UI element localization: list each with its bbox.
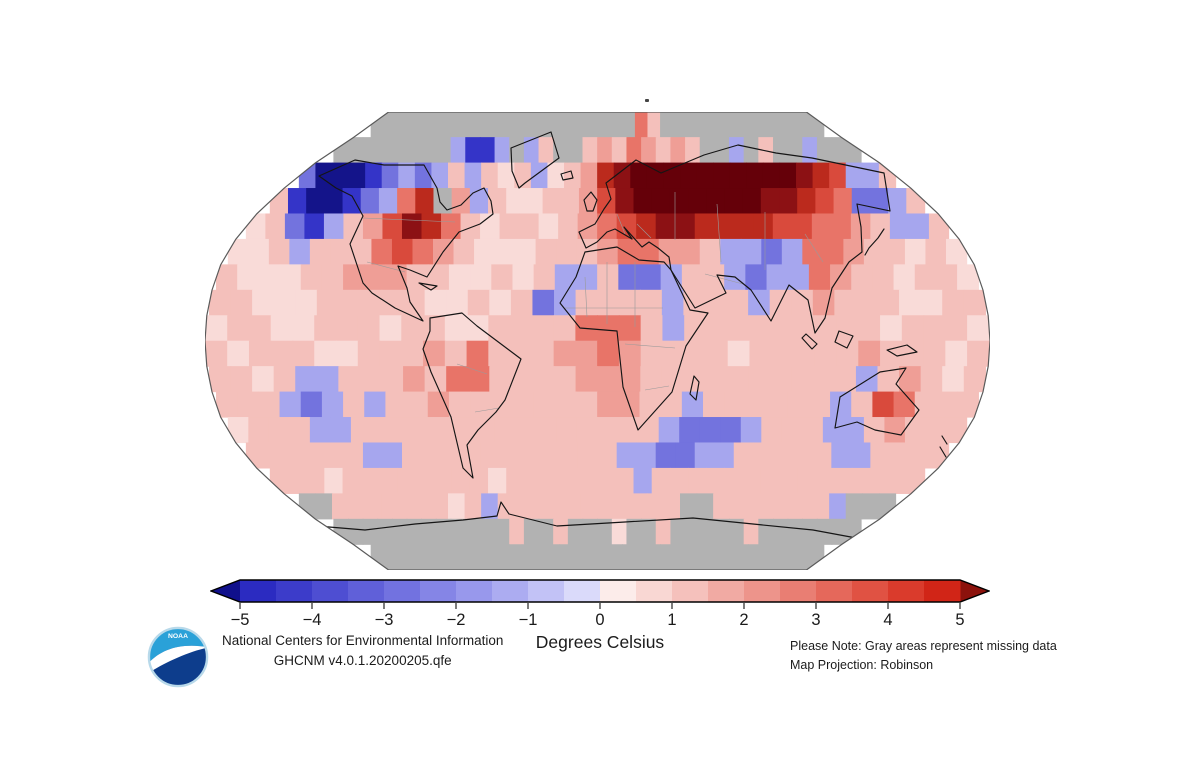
footer-right: Please Note: Gray areas represent missin… bbox=[790, 637, 1057, 675]
colorbar: −5 −4 −3 −2 −1 0 1 2 3 4 5 bbox=[209, 579, 991, 629]
noaa-logo-bird-icon bbox=[148, 645, 208, 672]
org-block: National Centers for Environmental Infor… bbox=[222, 633, 503, 668]
map-artifact-dot bbox=[645, 99, 649, 102]
colorbar-tick-label: −3 bbox=[375, 611, 394, 629]
colorbar-title: Degrees Celsius bbox=[535, 632, 665, 652]
colorbar-tick-label: 0 bbox=[595, 611, 604, 629]
noaa-logo-text: NOAA bbox=[168, 633, 188, 640]
missing-data-note: Please Note: Gray areas represent missin… bbox=[790, 639, 1057, 653]
colorbar-svg: −5 −4 −3 −2 −1 0 1 2 3 4 5 bbox=[209, 579, 991, 629]
colorbar-tick-label: −1 bbox=[519, 611, 538, 629]
colorbar-tick-label: 1 bbox=[667, 611, 676, 629]
dataset-version: GHCNM v4.0.1.20200205.qfe bbox=[273, 653, 452, 668]
org-name: National Centers for Environmental Infor… bbox=[222, 633, 504, 648]
colorbar-tick-label: 4 bbox=[883, 611, 892, 629]
colorbar-tick-label: 2 bbox=[739, 611, 748, 629]
colorbar-tick-label: −2 bbox=[447, 611, 466, 629]
projection-note: Map Projection: Robinson bbox=[790, 658, 934, 672]
colorbar-tick-label: 5 bbox=[955, 611, 964, 629]
colorbar-tick-label: −4 bbox=[303, 611, 322, 629]
world-anomaly-map bbox=[204, 111, 991, 571]
map-grid bbox=[205, 112, 990, 570]
noaa-logo: NOAA bbox=[147, 626, 209, 688]
colorbar-tick-label: 3 bbox=[811, 611, 820, 629]
world-map-svg bbox=[204, 111, 991, 571]
colorbar-tick-label: −5 bbox=[231, 611, 250, 629]
footer-left: NOAA National Centers for Environmental … bbox=[147, 626, 503, 688]
